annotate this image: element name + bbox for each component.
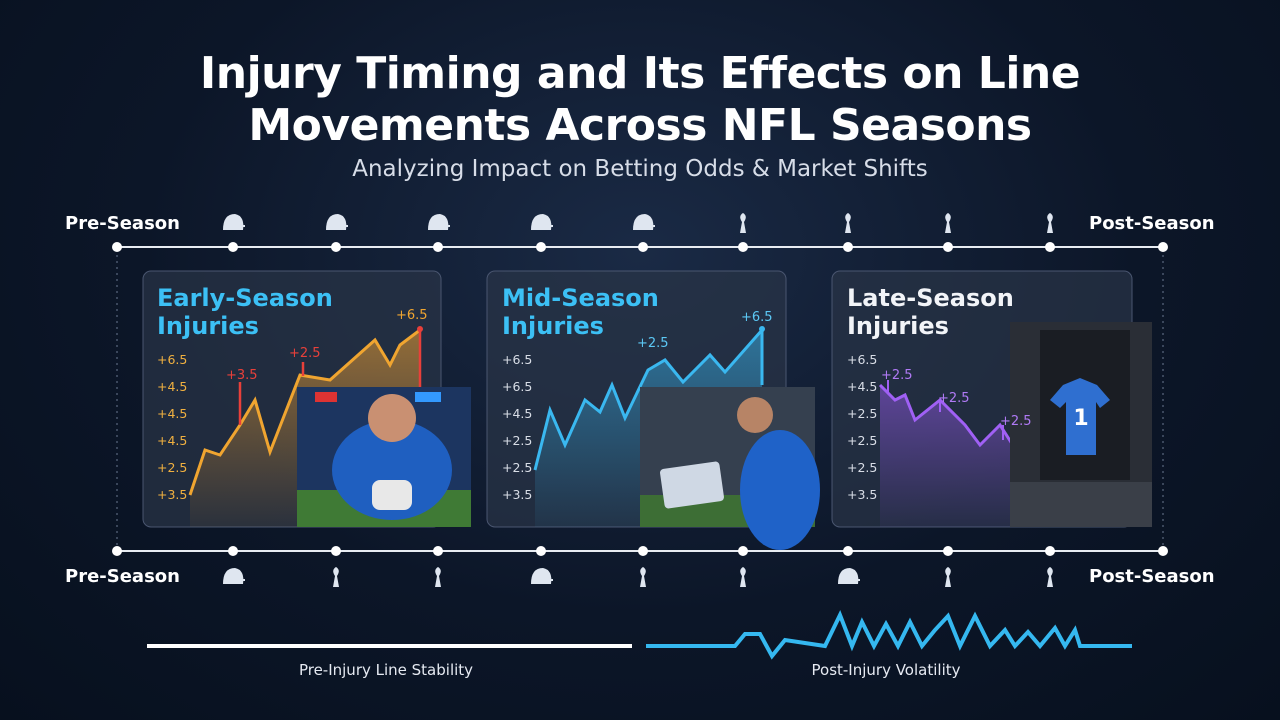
annotation: +2.5 (289, 346, 321, 361)
trophy-icon (845, 213, 851, 233)
axis-label: +4.5 (502, 406, 533, 421)
trophy-icon (435, 567, 441, 587)
helmet-icon (326, 214, 347, 230)
subtitle: Analyzing Impact on Betting Odds & Marke… (352, 156, 928, 182)
trophy-icon (640, 567, 646, 587)
trophy-icon (1047, 567, 1053, 587)
trend-line (188, 328, 421, 496)
axis-label: +2.5 (157, 460, 188, 475)
helmet-icon (838, 568, 859, 584)
timeline-dot (536, 546, 546, 556)
title: Injury Timing and Its Effects on Line Mo… (199, 48, 1081, 151)
timeline-dots (112, 213, 1168, 587)
panel-title: Late-Season Injuries (847, 284, 1014, 340)
trophy-icon (945, 213, 951, 233)
timeline-dot (1045, 242, 1055, 252)
timeline-dot (433, 546, 443, 556)
timeline-end: Post-Season (1089, 566, 1215, 587)
volatility-line (646, 609, 1132, 660)
timeline-dot (1045, 546, 1055, 556)
axis-label: +4.5 (157, 433, 188, 448)
timeline-dot (331, 242, 341, 252)
timeline-dot (943, 242, 953, 252)
annotation: +2.5 (881, 368, 913, 383)
timeline-dot (433, 242, 443, 252)
timeline-start: Pre-Season (65, 213, 180, 234)
trend-line (533, 326, 764, 471)
helmet-icon (223, 568, 244, 584)
annotation: +3.5 (226, 368, 258, 383)
timeline-dot (228, 546, 238, 556)
axis-label: +2.5 (502, 433, 533, 448)
timeline-dot (1158, 546, 1168, 556)
timeline-dot (638, 242, 648, 252)
markers (887, 380, 1004, 440)
trophy-icon (945, 567, 951, 587)
photo-coach (640, 387, 820, 550)
annotation: +6.5 (741, 310, 773, 325)
timeline-dot (331, 546, 341, 556)
timeline-end: Post-Season (1089, 213, 1215, 234)
annotation: +2.5 (1000, 414, 1032, 429)
timeline-dot (638, 546, 648, 556)
trophy-icon (740, 213, 746, 233)
markers (238, 330, 422, 425)
axis-label: +3.5 (847, 487, 878, 502)
legend-stable: Pre-Injury Line Stability (298, 661, 474, 679)
timeline-dot (112, 546, 122, 556)
axis-label: +6.5 (157, 352, 188, 367)
area (880, 385, 1030, 527)
annotation: +2.5 (938, 391, 970, 406)
timeline-dot (843, 546, 853, 556)
axis-label: +4.5 (157, 406, 188, 421)
timeline-dot (536, 242, 546, 252)
photo-player (297, 387, 471, 527)
legend-volatile: Post-Injury Volatility (811, 661, 961, 679)
timeline-dot (943, 546, 953, 556)
axis-label: +4.5 (157, 379, 188, 394)
helmet-icon (223, 214, 244, 230)
helmet-icon (531, 568, 552, 584)
timeline-start: Pre-Season (65, 566, 180, 587)
timeline-dot (112, 242, 122, 252)
axis-label: +3.5 (157, 487, 188, 502)
axis-label: +2.5 (847, 433, 878, 448)
panel-title: Mid-Season Injuries (502, 284, 659, 340)
trend-line (878, 383, 1032, 473)
photo-locker: 1 (1010, 322, 1152, 527)
marker-dot (417, 326, 423, 332)
axis-label: +4.5 (847, 379, 878, 394)
axis-label: +6.5 (502, 379, 533, 394)
axis-label: +2.5 (502, 460, 533, 475)
timeline-dot (1158, 242, 1168, 252)
timeline-dot (228, 242, 238, 252)
annotation: +2.5 (637, 336, 669, 351)
axis-label: +3.5 (502, 487, 533, 502)
axis-label: +6.5 (502, 352, 533, 367)
timeline-dot (738, 242, 748, 252)
trophy-icon (333, 567, 339, 587)
axis-label: +2.5 (847, 460, 878, 475)
axis-label: +2.5 (847, 406, 878, 421)
helmet-icon (531, 214, 552, 230)
annotation: +6.5 (396, 308, 428, 323)
marker-dot (759, 326, 765, 332)
timeline-dot (738, 546, 748, 556)
timeline-dot (843, 242, 853, 252)
trophy-icon (1047, 213, 1053, 233)
svg-text:1: 1 (1073, 406, 1088, 431)
helmet-icon (633, 214, 654, 230)
helmet-icon (428, 214, 449, 230)
trophy-icon (740, 567, 746, 587)
axis-label: +6.5 (847, 352, 878, 367)
panel-title: Early-Season Injuries (157, 284, 333, 340)
